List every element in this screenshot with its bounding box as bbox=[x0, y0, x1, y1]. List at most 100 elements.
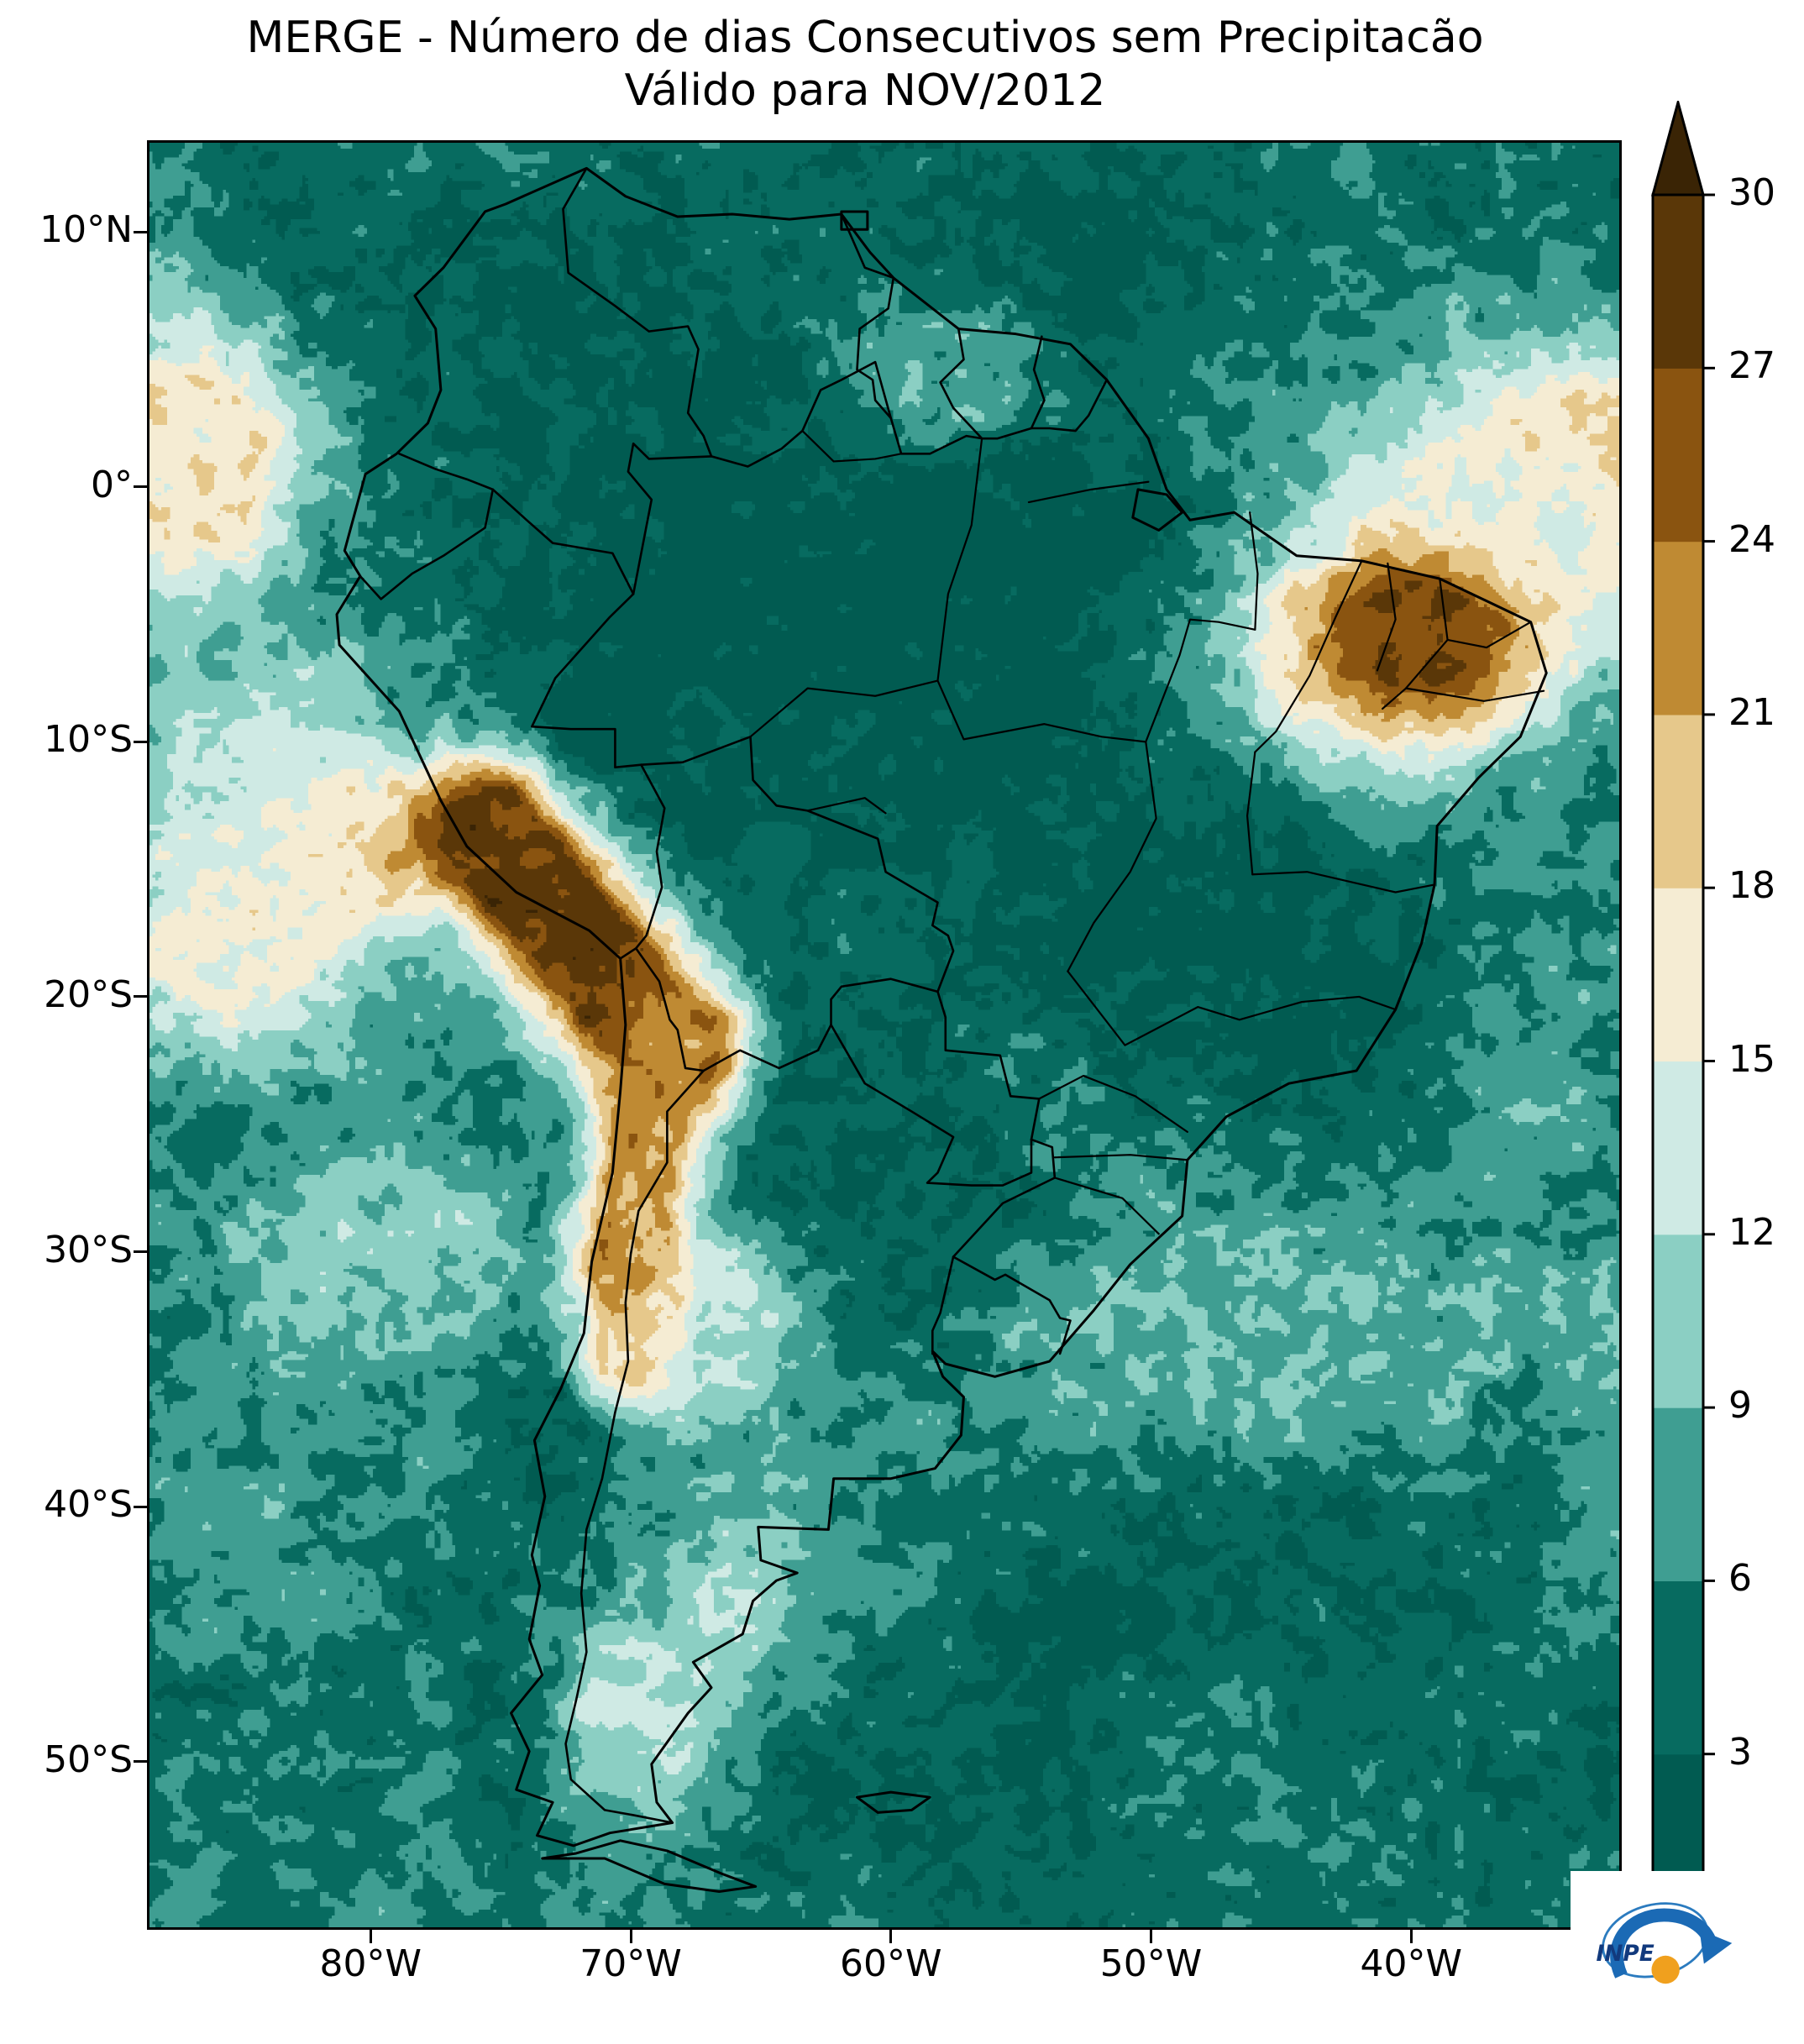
country-border-path bbox=[711, 362, 1107, 466]
state-border-path bbox=[1448, 622, 1531, 647]
country-border-path bbox=[563, 168, 711, 456]
colorbar-band bbox=[1653, 195, 1703, 369]
colorbar-tick-label: 27 bbox=[1728, 344, 1775, 388]
state-border-path bbox=[937, 681, 1146, 742]
state-border-path bbox=[1377, 563, 1396, 671]
state-border-path bbox=[1067, 742, 1156, 971]
colorbar bbox=[1651, 97, 1718, 1931]
y-tick-label: 10°S bbox=[44, 718, 133, 762]
state-border-path bbox=[1039, 1076, 1188, 1132]
country-border-path bbox=[532, 594, 641, 767]
colorbar-tick-label: 12 bbox=[1728, 1210, 1775, 1254]
x-tick-label: 60°W bbox=[839, 1942, 942, 1985]
country-border-path bbox=[704, 979, 938, 1071]
inpe-logo-icon: INPE bbox=[1597, 1902, 1733, 1984]
x-tick-label: 70°W bbox=[579, 1942, 682, 1985]
x-tick-mark bbox=[369, 1930, 372, 1943]
colorbar-tick-label: 18 bbox=[1728, 864, 1775, 908]
colorbar-band bbox=[1653, 1234, 1703, 1408]
state-border-path bbox=[1029, 482, 1148, 502]
country-border-path bbox=[831, 1025, 1031, 1185]
colorbar-band bbox=[1653, 541, 1703, 715]
y-tick-mark bbox=[134, 995, 147, 998]
title-line-1: MERGE - Número de dias Consecutivos sem … bbox=[246, 13, 1484, 63]
country-border-path bbox=[641, 736, 953, 992]
y-tick-mark bbox=[134, 1760, 147, 1764]
island-path bbox=[1133, 490, 1183, 531]
colorbar-tick-label: 6 bbox=[1728, 1557, 1752, 1601]
y-tick-mark bbox=[134, 1505, 147, 1508]
state-border-path bbox=[1252, 872, 1434, 892]
map-plot-area: INPE bbox=[147, 140, 1750, 2026]
island-path bbox=[857, 1792, 930, 1812]
country-border-path bbox=[941, 329, 983, 439]
x-tick-mark bbox=[889, 1930, 893, 1943]
state-border-path bbox=[1255, 561, 1361, 752]
x-tick-mark bbox=[1149, 1930, 1152, 1943]
colorbar-over-arrow bbox=[1651, 97, 1705, 197]
state-border-path bbox=[1055, 1155, 1188, 1160]
state-border-path bbox=[808, 798, 886, 813]
colorbar-band bbox=[1653, 368, 1703, 542]
y-tick-mark bbox=[134, 740, 147, 743]
figure-title: MERGE - Número de dias Consecutivos sem … bbox=[84, 12, 1646, 118]
colorbar-tick-label: 15 bbox=[1728, 1037, 1775, 1081]
x-tick-mark bbox=[629, 1930, 632, 1943]
state-border-path bbox=[1382, 689, 1544, 709]
svg-text:INPE: INPE bbox=[1597, 1942, 1655, 1967]
colorbar-band bbox=[1653, 888, 1703, 1062]
precipitation-heatmap-canvas bbox=[149, 143, 1619, 1927]
country-border-path bbox=[621, 765, 665, 959]
y-tick-label: 20°S bbox=[44, 972, 133, 1016]
state-border-path bbox=[1406, 579, 1448, 689]
island-path bbox=[842, 212, 868, 229]
state-border-path bbox=[750, 681, 937, 737]
state-border-path bbox=[1067, 972, 1395, 1046]
x-tick-label: 80°W bbox=[319, 1942, 422, 1985]
inpe-logo-box: INPE bbox=[1571, 1871, 1750, 2026]
x-tick-mark bbox=[1409, 1930, 1413, 1943]
y-tick-label: 30°S bbox=[44, 1228, 133, 1271]
colorbar-tick-label: 24 bbox=[1728, 517, 1775, 561]
colorbar-band bbox=[1653, 1061, 1703, 1235]
colorbar-tick-label: 3 bbox=[1728, 1730, 1752, 1774]
colorbar-tick-label: 9 bbox=[1728, 1384, 1752, 1428]
state-border-path bbox=[937, 438, 982, 680]
island-path bbox=[543, 1841, 756, 1892]
colorbar-svg bbox=[1651, 97, 1715, 1929]
country-border-path bbox=[493, 490, 633, 594]
state-border-path bbox=[1055, 1178, 1159, 1234]
colorbar-tick-label: 30 bbox=[1728, 171, 1775, 214]
country-border-path bbox=[360, 490, 493, 600]
country-border-path bbox=[636, 948, 704, 1071]
country-border-path bbox=[937, 992, 1039, 1140]
country-border-path bbox=[953, 1257, 1070, 1354]
title-line-2: Válido para NOV/2012 bbox=[624, 66, 1106, 117]
x-tick-label: 50°W bbox=[1099, 1942, 1203, 1985]
country-border-path bbox=[566, 1071, 704, 1823]
y-tick-label: 10°N bbox=[39, 208, 133, 252]
country-border-path bbox=[399, 453, 493, 490]
y-tick-label: 50°S bbox=[44, 1737, 133, 1781]
colorbar-tick-label: 21 bbox=[1728, 690, 1775, 734]
country-borders-overlay bbox=[149, 143, 1619, 1927]
country-border-path bbox=[932, 1140, 1055, 1354]
y-tick-label: 40°S bbox=[44, 1483, 133, 1527]
country-border-path bbox=[1031, 337, 1044, 428]
coastline-path bbox=[337, 168, 1546, 1846]
country-border-path bbox=[628, 443, 711, 594]
state-border-path bbox=[1250, 512, 1257, 630]
y-tick-mark bbox=[134, 485, 147, 489]
state-border-path bbox=[1146, 620, 1255, 742]
colorbar-band bbox=[1653, 1407, 1703, 1581]
y-tick-mark bbox=[134, 230, 147, 233]
colorbar-band bbox=[1653, 1580, 1703, 1755]
state-border-path bbox=[1247, 752, 1255, 875]
y-tick-mark bbox=[134, 1250, 147, 1254]
state-border-path bbox=[802, 431, 901, 461]
x-tick-label: 40°W bbox=[1360, 1942, 1462, 1985]
y-tick-label: 0° bbox=[91, 463, 133, 506]
country-border-path bbox=[842, 214, 894, 418]
colorbar-band bbox=[1653, 714, 1703, 888]
